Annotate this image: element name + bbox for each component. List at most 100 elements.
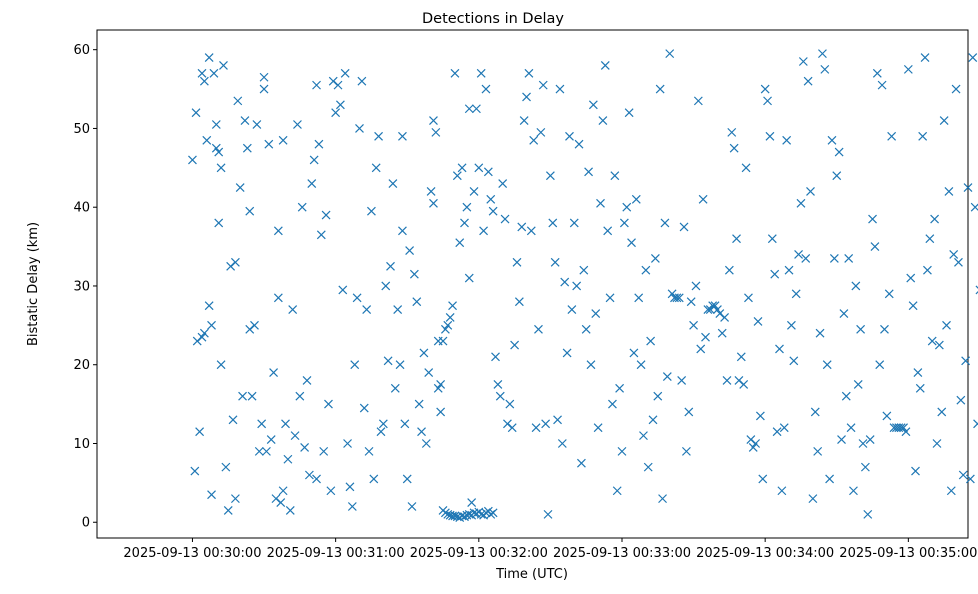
- data-point-marker: [495, 391, 505, 401]
- data-point-marker: [727, 127, 737, 137]
- data-point-marker: [655, 84, 665, 94]
- data-point-marker: [636, 360, 646, 370]
- data-point-marker: [302, 376, 312, 385]
- x-axis-ticks: 2025-09-13 00:30:00 2025-09-13 00:31:00 20…: [123, 538, 977, 561]
- data-point-marker: [829, 253, 839, 263]
- data-point-marker: [772, 427, 782, 437]
- data-point-marker: [803, 76, 813, 86]
- data-point-marker: [436, 379, 446, 389]
- data-point-marker: [269, 368, 279, 378]
- data-point-marker: [531, 423, 541, 433]
- data-point-marker: [409, 269, 419, 279]
- data-point-marker: [524, 68, 534, 78]
- data-point-marker: [273, 293, 283, 303]
- data-point-marker: [254, 446, 264, 456]
- data-point-marker: [963, 183, 973, 192]
- data-point-marker: [536, 127, 546, 137]
- data-point-marker: [610, 171, 620, 181]
- markers-layer: [188, 49, 978, 522]
- data-point-marker: [191, 108, 201, 118]
- data-point-marker: [794, 250, 803, 259]
- data-point-marker: [467, 498, 477, 507]
- data-point-marker: [545, 171, 555, 181]
- data-point-marker: [729, 143, 739, 153]
- y-tick-label: 30: [73, 279, 90, 294]
- data-point-marker: [679, 222, 689, 232]
- data-point-marker: [543, 509, 553, 519]
- data-point-marker: [911, 466, 920, 476]
- data-point-marker: [951, 84, 961, 94]
- data-point-marker: [691, 281, 701, 291]
- data-point-marker: [875, 360, 885, 370]
- data-point-marker: [464, 104, 474, 114]
- data-point-marker: [789, 356, 799, 366]
- data-point-marker: [288, 305, 298, 315]
- data-point-marker: [316, 230, 326, 240]
- data-point-marker: [197, 68, 207, 78]
- data-point-marker: [505, 399, 515, 409]
- data-point-marker: [455, 238, 465, 248]
- data-point-marker: [939, 116, 949, 125]
- y-axis-ticks: 0 10 20 30 40 50 60: [73, 43, 97, 531]
- data-point-marker: [204, 301, 214, 311]
- data-point-marker: [868, 214, 877, 224]
- data-point-marker: [844, 253, 854, 263]
- data-point-marker: [297, 202, 307, 212]
- data-point-marker: [796, 198, 806, 208]
- data-point-marker: [498, 179, 508, 189]
- data-point-marker: [517, 222, 527, 232]
- data-point-marker: [412, 297, 422, 307]
- data-point-marker: [591, 309, 601, 318]
- data-point-marker: [775, 344, 784, 354]
- data-point-marker: [624, 108, 634, 118]
- data-point-marker: [569, 218, 579, 228]
- x-tick-label: 2025-09-13 00:35:00: [839, 546, 977, 561]
- data-point-marker: [944, 187, 954, 196]
- data-point-marker: [865, 435, 875, 444]
- data-point-marker: [736, 352, 746, 362]
- y-tick-label: 20: [73, 358, 90, 373]
- data-point-marker: [572, 281, 582, 291]
- data-point-marker: [338, 285, 348, 295]
- data-point-marker: [386, 261, 395, 271]
- data-point-marker: [374, 131, 384, 141]
- data-point-marker: [906, 273, 916, 283]
- data-point-marker: [474, 163, 484, 173]
- data-point-marker: [209, 68, 219, 78]
- data-point-marker: [245, 206, 255, 216]
- data-point-marker: [846, 423, 856, 433]
- data-point-marker: [839, 309, 849, 318]
- data-point-marker: [858, 439, 868, 448]
- data-point-marker: [717, 328, 727, 338]
- data-point-marker: [476, 509, 486, 519]
- data-point-marker: [414, 399, 424, 409]
- data-point-marker: [584, 167, 594, 177]
- data-point-marker: [553, 415, 562, 425]
- data-point-marker: [806, 187, 815, 196]
- data-point-marker: [724, 265, 734, 275]
- data-point-marker: [622, 202, 632, 212]
- data-point-marker: [436, 407, 446, 417]
- data-point-marker: [450, 511, 460, 521]
- data-point-marker: [598, 116, 608, 125]
- x-tick-label: 2025-09-13 00:30:00: [123, 546, 261, 561]
- data-point-marker: [371, 163, 381, 173]
- data-point-marker: [629, 348, 639, 358]
- data-point-marker: [433, 383, 443, 393]
- data-point-marker: [813, 446, 823, 456]
- data-point-marker: [927, 336, 937, 346]
- y-tick-label: 50: [73, 122, 90, 137]
- data-point-marker: [405, 246, 415, 255]
- data-point-marker: [732, 234, 741, 244]
- x-tick-label: 2025-09-13 00:33:00: [553, 546, 691, 561]
- data-point-marker: [968, 53, 978, 62]
- data-point-marker: [230, 257, 240, 267]
- data-point-marker: [658, 494, 667, 504]
- data-point-marker: [407, 502, 417, 511]
- data-point-marker: [331, 108, 341, 118]
- data-point-marker: [562, 348, 572, 358]
- data-point-marker: [312, 80, 321, 90]
- data-point-marker: [359, 403, 369, 413]
- data-point-marker: [357, 76, 367, 86]
- data-point-marker: [779, 423, 789, 433]
